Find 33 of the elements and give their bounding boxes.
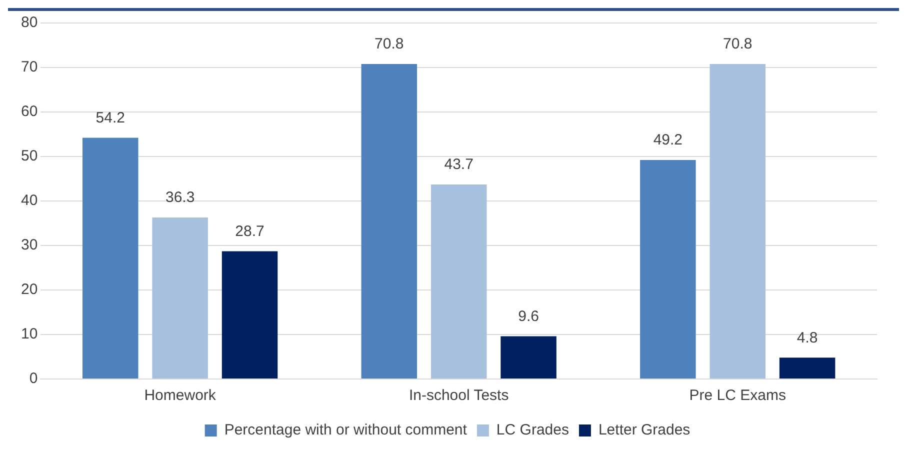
data-label: 4.8	[796, 329, 818, 346]
bar	[152, 217, 208, 378]
y-tick-label: 50	[20, 148, 38, 165]
bar	[640, 160, 696, 378]
data-label: 28.7	[235, 222, 264, 240]
bar	[430, 184, 487, 378]
x-tick-label: In-school Tests	[408, 387, 509, 404]
bar	[779, 358, 836, 378]
bar	[82, 138, 138, 378]
legend-label: LC Grades	[496, 422, 569, 439]
x-tick-label: Pre LC Exams	[689, 387, 786, 404]
bar	[500, 336, 556, 378]
y-tick-label: 70	[20, 58, 38, 76]
data-label: 70.8	[374, 36, 404, 53]
data-label: 49.2	[653, 132, 683, 149]
bar	[710, 64, 766, 378]
y-tick-label: 60	[20, 103, 38, 120]
data-label: 70.8	[723, 36, 752, 53]
bar	[222, 251, 278, 378]
data-label: 54.2	[96, 109, 125, 126]
legend-label: Letter Grades	[598, 422, 690, 439]
data-label: 9.6	[518, 308, 539, 325]
y-tick-label: 10	[20, 326, 38, 343]
y-tick-label: 20	[20, 281, 38, 298]
data-label: 43.7	[444, 156, 474, 174]
y-tick-label: 0	[29, 370, 38, 388]
legend-label: Percentage with or without comment	[224, 422, 468, 439]
x-tick-label: Homework	[144, 387, 216, 404]
y-tick-label: 40	[20, 192, 38, 210]
data-label: 36.3	[165, 189, 195, 206]
y-tick-label: 30	[20, 236, 38, 254]
y-tick-label: 80	[20, 14, 38, 32]
bar	[361, 64, 418, 378]
